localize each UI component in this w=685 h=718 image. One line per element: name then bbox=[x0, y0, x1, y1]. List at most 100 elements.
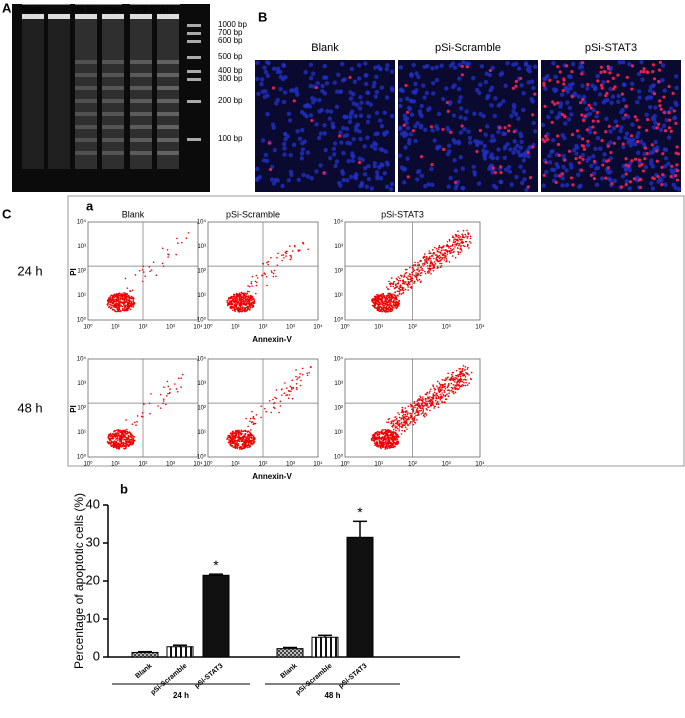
event bbox=[243, 302, 245, 304]
event bbox=[379, 433, 381, 435]
cell bbox=[431, 91, 435, 95]
apoptotic-cell bbox=[612, 77, 615, 80]
event bbox=[376, 433, 378, 435]
event bbox=[380, 437, 382, 439]
event bbox=[405, 273, 407, 275]
event bbox=[384, 310, 386, 312]
event bbox=[416, 269, 418, 271]
event bbox=[131, 301, 133, 303]
event bbox=[290, 255, 292, 257]
apoptotic-cell bbox=[508, 124, 511, 127]
cell bbox=[619, 110, 623, 114]
event bbox=[273, 406, 275, 408]
bar bbox=[277, 649, 303, 657]
event bbox=[444, 383, 446, 385]
tick-label: 10² bbox=[259, 325, 268, 331]
event bbox=[429, 410, 431, 412]
event bbox=[393, 281, 395, 283]
cell bbox=[561, 133, 565, 137]
cell bbox=[544, 170, 548, 174]
event bbox=[117, 432, 119, 434]
event bbox=[373, 302, 375, 304]
apoptotic-cell bbox=[579, 101, 582, 104]
event bbox=[382, 311, 384, 313]
cell bbox=[398, 104, 402, 108]
event bbox=[395, 427, 397, 429]
event bbox=[181, 242, 183, 244]
event bbox=[417, 399, 419, 401]
cell bbox=[453, 66, 457, 70]
apoptotic-cell bbox=[593, 131, 596, 134]
apoptotic-cell bbox=[581, 158, 584, 161]
event bbox=[390, 286, 392, 288]
cell bbox=[492, 184, 496, 188]
event bbox=[433, 407, 435, 409]
apoptotic-cell bbox=[580, 113, 583, 116]
event bbox=[395, 422, 397, 424]
apoptotic-cell bbox=[664, 129, 667, 132]
event bbox=[118, 442, 120, 444]
event bbox=[455, 257, 457, 259]
event bbox=[116, 301, 118, 303]
event bbox=[242, 443, 244, 445]
apoptotic-cell bbox=[403, 124, 406, 127]
apoptotic-cell bbox=[599, 71, 602, 74]
apoptotic-cell bbox=[293, 99, 296, 102]
event bbox=[438, 406, 440, 408]
apoptotic-cell bbox=[670, 165, 673, 168]
event bbox=[394, 295, 396, 297]
event bbox=[245, 443, 247, 445]
event bbox=[424, 403, 426, 405]
y-tick-label: 30 bbox=[86, 534, 100, 549]
event bbox=[398, 303, 400, 305]
tick-label: 10⁰ bbox=[334, 317, 344, 324]
cell bbox=[503, 156, 507, 160]
event bbox=[413, 264, 415, 266]
cell bbox=[585, 86, 589, 90]
cell bbox=[607, 177, 611, 181]
tick-label: 10¹ bbox=[374, 325, 383, 331]
event bbox=[281, 254, 283, 256]
ladder-band bbox=[187, 70, 201, 73]
event bbox=[441, 397, 443, 399]
event bbox=[462, 368, 464, 370]
bar bbox=[347, 537, 373, 657]
cell bbox=[490, 86, 494, 90]
event bbox=[421, 399, 423, 401]
cell bbox=[365, 100, 369, 104]
cell bbox=[503, 84, 507, 88]
event bbox=[392, 444, 394, 446]
apoptotic-cell bbox=[629, 180, 632, 183]
apoptotic-cell bbox=[600, 84, 603, 87]
event bbox=[428, 259, 430, 261]
cell bbox=[332, 80, 336, 84]
event bbox=[376, 436, 378, 438]
event bbox=[121, 442, 123, 444]
event bbox=[394, 305, 396, 307]
event bbox=[390, 294, 392, 296]
cell bbox=[401, 89, 405, 93]
apoptotic-cell bbox=[412, 129, 415, 132]
apoptotic-cell bbox=[446, 101, 449, 104]
cell bbox=[549, 110, 553, 114]
apoptotic-cell bbox=[638, 179, 641, 182]
event bbox=[396, 441, 398, 443]
cell bbox=[509, 114, 513, 118]
event bbox=[395, 416, 397, 418]
image-title: Blank bbox=[311, 42, 339, 54]
event bbox=[383, 303, 385, 305]
cell bbox=[306, 174, 310, 178]
apoptotic-cell bbox=[430, 125, 433, 128]
cell bbox=[370, 186, 374, 190]
cell bbox=[373, 164, 377, 168]
cell bbox=[674, 86, 678, 90]
cell bbox=[622, 98, 626, 102]
event bbox=[238, 435, 240, 437]
event bbox=[257, 277, 259, 279]
apoptotic-cell bbox=[503, 126, 506, 129]
cell bbox=[419, 123, 423, 127]
ladder-band bbox=[187, 32, 201, 35]
cell bbox=[309, 76, 313, 80]
cell bbox=[646, 95, 650, 99]
event bbox=[117, 435, 119, 437]
